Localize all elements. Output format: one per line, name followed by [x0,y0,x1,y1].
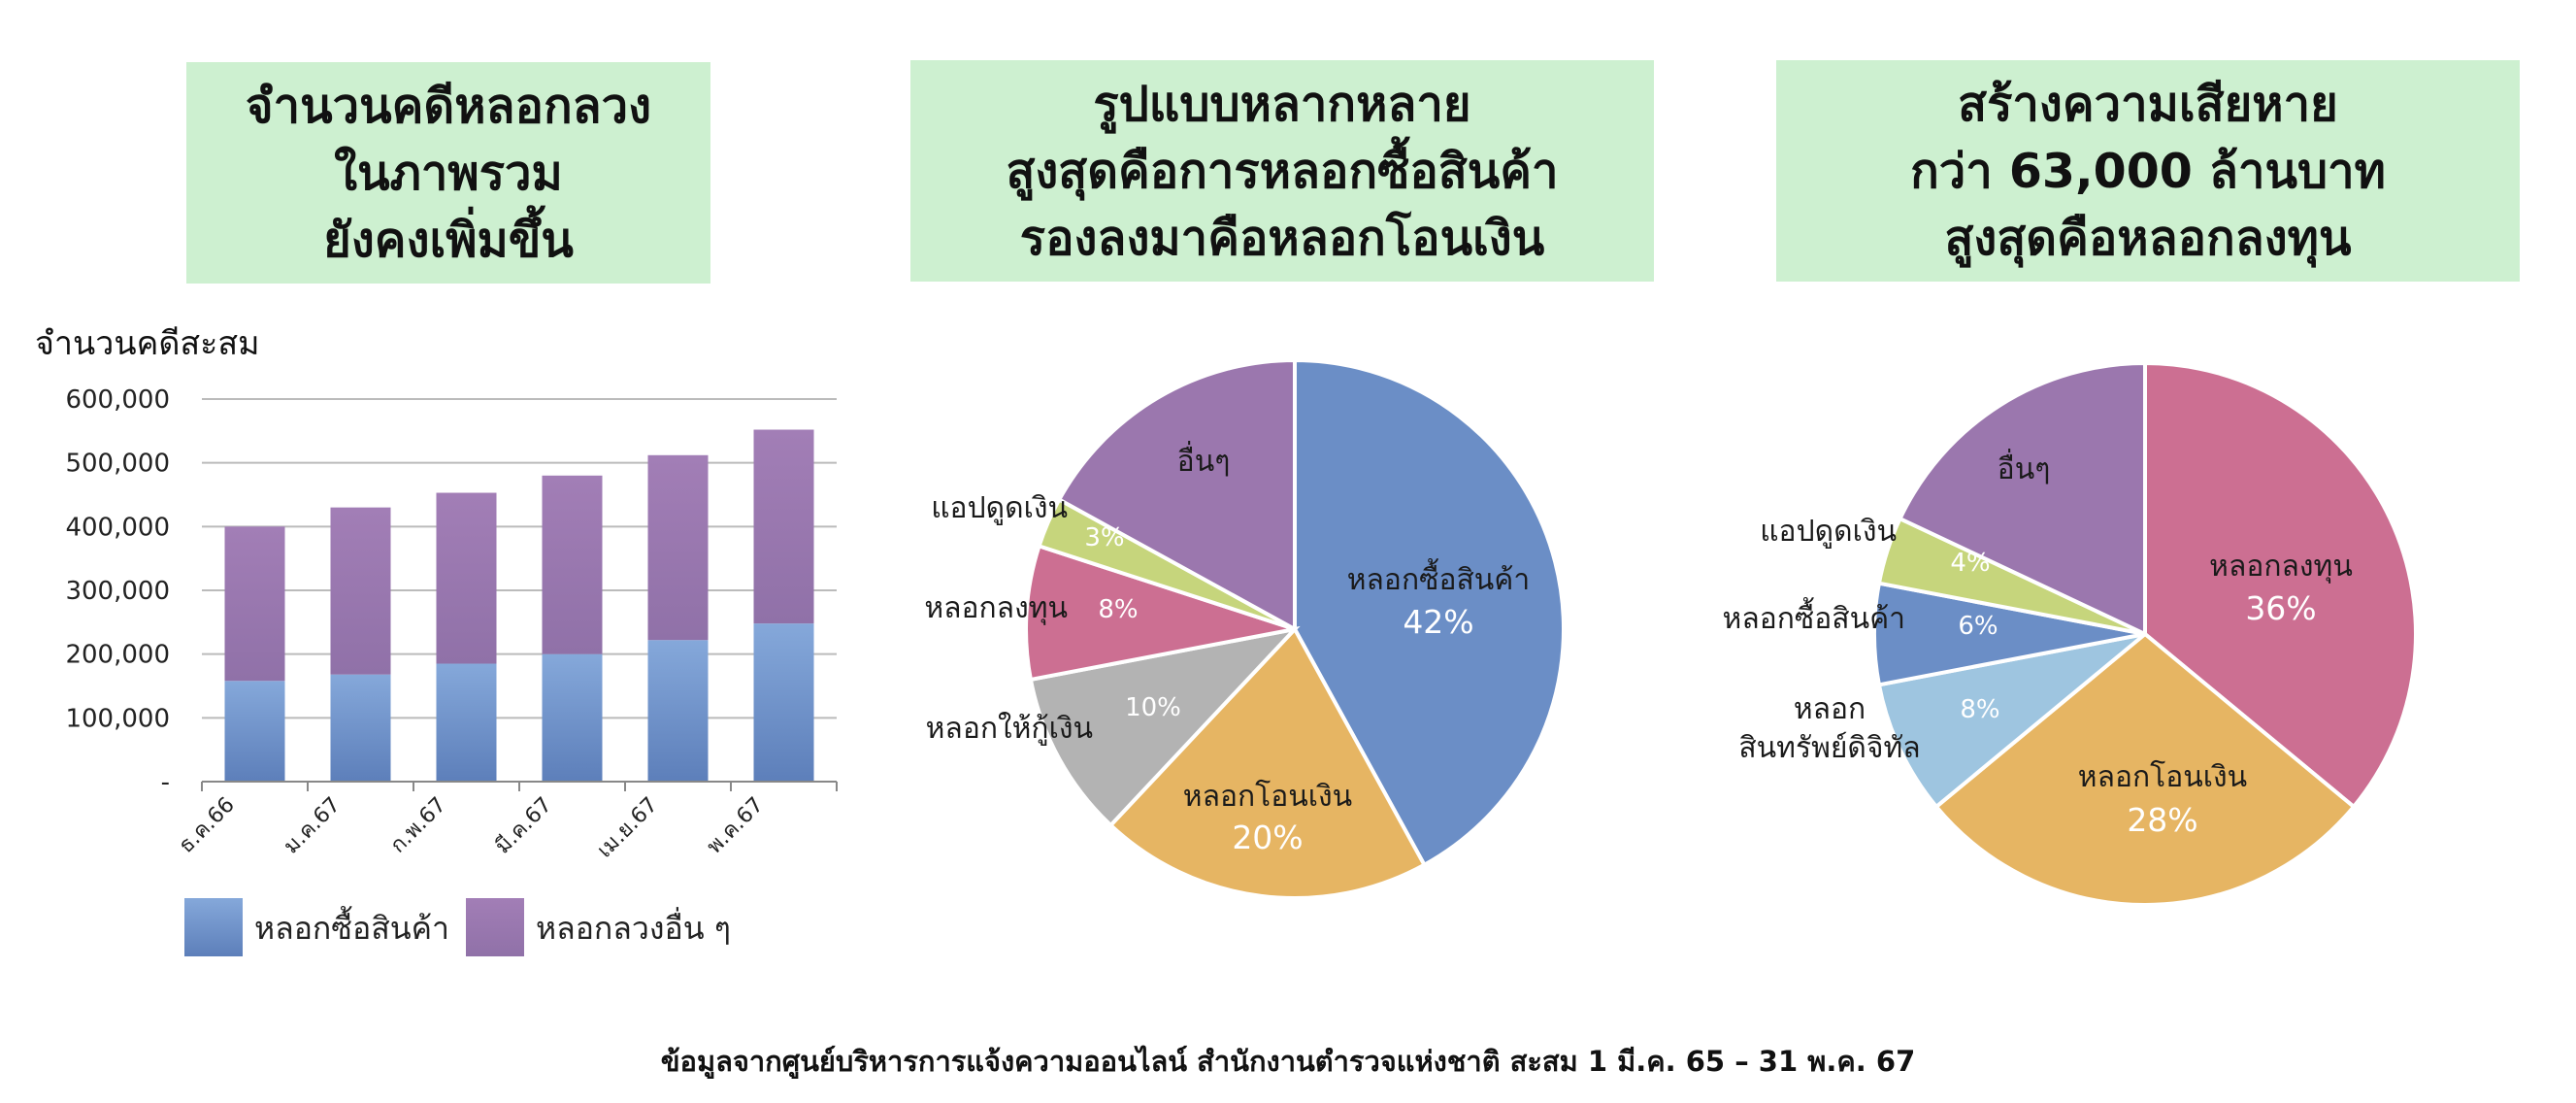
header-line: สูงสุดคือหลอกลงทุน [1944,210,2352,266]
bar-segment-product [542,653,603,782]
y-axis-label: จำนวนคดีสะสม [35,324,260,363]
slice-label: อื่นๆ [1177,441,1231,479]
bar-segment-other [436,492,497,664]
pie-slice [1897,360,2147,638]
pie-slice [1056,357,1297,633]
bar-segment-other [647,454,709,641]
bar-segment-product [753,623,814,782]
slice-percent: 28% [2127,801,2197,839]
slice-label: สินทรัพย์ดิจิทัล [1738,731,1920,765]
pie-slice [1107,625,1428,900]
slice-percent: 8% [1098,595,1138,624]
slice-percent: 10% [1125,693,1181,722]
slice-label: อื่นๆ [1998,449,2051,486]
pie-slice [1933,631,2357,907]
slice-label: หลอกซื้อสินค้า [1347,558,1530,597]
y-tick-label: 600,000 [65,385,170,415]
bar-segment-product [330,674,391,782]
slice-percent: 6% [1958,612,1998,641]
slice-label: หลอกให้กู้เงิน [926,712,1093,746]
y-tick-label: - [161,768,170,797]
stacked-bar-chart: จำนวนคดีสะสม - 100,000 200,000 300,000 400,0… [35,324,838,956]
legend-label: หลอกลวงอื่น ๆ [536,907,731,947]
pie-slice [1024,543,1296,683]
bar-segment-other [542,475,603,654]
header-box-damage: สร้างความเสียหาย กว่า 63,000 ล้านบาท สูง… [1776,60,2520,282]
bar-segment-product [647,640,709,782]
header-line: กว่า 63,000 ล้านบาท [1910,143,2386,199]
header-line: สูงสุดคือการหลอกซื้อสินค้า [1006,143,1559,199]
bar-segment-product [224,681,285,782]
legend-swatch-purple [466,898,524,956]
slice-label: หลอกซื้อสินค้า [1723,597,1905,636]
slice-label: หลอก [1794,692,1866,726]
slice-percent: 8% [1960,695,1999,724]
source-footnote: ข้อมูลจากศูนย์บริหารการแจ้งความออนไลน์ ส… [660,1045,1916,1078]
legend-label: หลอกซื้อสินค้า [254,906,449,947]
header-box-trend: จำนวนคดีหลอกลวง ในภาพรวม ยังคงเพิ่มขึ้น [186,62,710,284]
y-tick-label: 300,000 [65,577,170,606]
bar-segment-other [330,507,391,675]
slice-label: แอปดูดเงิน [931,491,1068,525]
slice-percent: 3% [1084,523,1124,552]
header-line: ยังคงเพิ่มขึ้น [323,212,574,268]
header-line: จำนวนคดีหลอกลวง [245,78,652,134]
bar-segment-other [224,526,285,682]
header-line: ในภาพรวม [334,145,563,201]
slice-label: หลอกลงทุน [924,591,1068,626]
pie-slice [1028,625,1301,828]
bar-segment-other [753,429,814,624]
legend-swatch-blue [184,898,243,956]
slice-label: หลอกโอนเงิน [2078,759,2247,794]
y-tick-label: 500,000 [65,450,170,479]
slice-percent: 20% [1232,819,1303,856]
bar-segment-product [436,663,497,782]
header-line: รูปแบบหลากหลาย [1093,76,1471,132]
slice-label: หลอกลงทุน [2209,550,2353,585]
slice-percent: 36% [2245,589,2316,627]
slice-percent: 4% [1950,549,1990,578]
pie-slice [1876,632,2147,810]
header-line: สร้างความเสียหาย [1958,76,2338,132]
header-line: รองลงมาคือหลอกโอนเงิน [1019,210,1545,266]
slice-percent: 42% [1403,603,1473,641]
y-tick-label: 400,000 [65,513,170,542]
slice-label: หลอกโอนเงิน [1183,779,1352,814]
slice-label: แอปดูดเงิน [1760,515,1897,549]
y-tick-label: 100,000 [65,704,170,733]
header-box-types: รูปแบบหลากหลาย สูงสุดคือการหลอกซื้อสินค้… [910,60,1654,282]
pie-slice [2143,360,2418,810]
pie-slice [1293,357,1566,868]
y-tick-label: 200,000 [65,641,170,670]
